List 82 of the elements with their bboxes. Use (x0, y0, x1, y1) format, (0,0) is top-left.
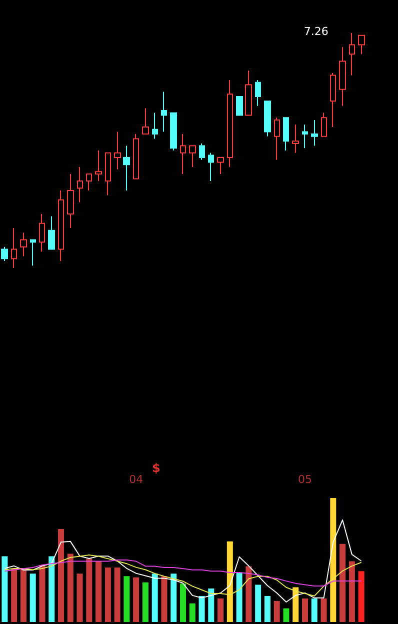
candlestick (152, 112, 158, 140)
bar (358, 571, 364, 622)
candlestick (39, 213, 45, 252)
candlestick (180, 134, 186, 174)
bar (189, 603, 196, 622)
bar (76, 574, 83, 622)
candlestick (1, 246, 8, 262)
bar (208, 588, 214, 622)
candlestick (236, 96, 243, 116)
bar (283, 608, 290, 622)
candlestick (255, 80, 261, 106)
bar (11, 568, 18, 622)
candlestick (170, 112, 177, 151)
bar (30, 574, 36, 622)
candlestick (217, 157, 224, 174)
bar (236, 572, 242, 622)
bar (39, 564, 46, 622)
candlestick (274, 117, 280, 160)
bar (348, 561, 355, 622)
candlestick (161, 91, 167, 132)
candlestick (114, 131, 121, 170)
candlestick (358, 34, 365, 55)
bar (330, 498, 336, 622)
candlestick (330, 72, 336, 128)
candlestick (311, 119, 318, 146)
bar (198, 596, 205, 622)
candlestick (227, 80, 233, 168)
bar (292, 587, 299, 622)
bar (142, 582, 148, 622)
bar (152, 574, 158, 622)
bar (255, 584, 262, 622)
bar (311, 598, 318, 622)
candlestick (349, 32, 355, 76)
candlestick (283, 117, 289, 151)
bar (274, 600, 280, 622)
bar (133, 577, 140, 622)
x-tick-label: 05 (298, 473, 312, 486)
candlestick (133, 134, 139, 180)
text: $ (152, 461, 160, 475)
bar (246, 566, 252, 622)
bar (58, 529, 64, 622)
candlestick (105, 152, 111, 196)
candlestick (292, 124, 299, 154)
candlestick (208, 152, 214, 182)
bar (67, 554, 74, 622)
bar (302, 598, 308, 622)
candlestick (86, 174, 92, 191)
bar (340, 544, 346, 622)
candlestick (302, 124, 308, 149)
candlestick (321, 112, 327, 137)
candlestick (142, 108, 149, 135)
bar (86, 558, 92, 622)
bar (124, 576, 130, 622)
candlestick (245, 70, 252, 116)
bar (226, 541, 233, 622)
annotation: 7.26 (304, 25, 328, 38)
candlestick (339, 46, 346, 106)
candlestick (11, 228, 17, 268)
x-tick-label: 04 (129, 473, 144, 486)
bar (104, 567, 111, 622)
candlestick (48, 216, 55, 250)
bar (218, 598, 224, 622)
candlestick (77, 166, 83, 203)
candlestick (67, 174, 74, 229)
bar (48, 556, 55, 622)
candlestick (189, 145, 196, 168)
candlestick (264, 100, 271, 137)
candlestick (123, 145, 130, 191)
bar (320, 598, 327, 622)
bar (264, 596, 270, 622)
candlestick (199, 142, 205, 160)
bar (96, 561, 102, 622)
candlestick (95, 150, 102, 182)
bar (20, 568, 26, 622)
bar (180, 584, 186, 622)
candlestick (58, 190, 64, 262)
bar (2, 556, 8, 622)
bar (170, 574, 177, 622)
bar (161, 576, 168, 622)
bar (114, 567, 120, 622)
candlestick (30, 239, 36, 266)
candlestick (20, 232, 27, 257)
